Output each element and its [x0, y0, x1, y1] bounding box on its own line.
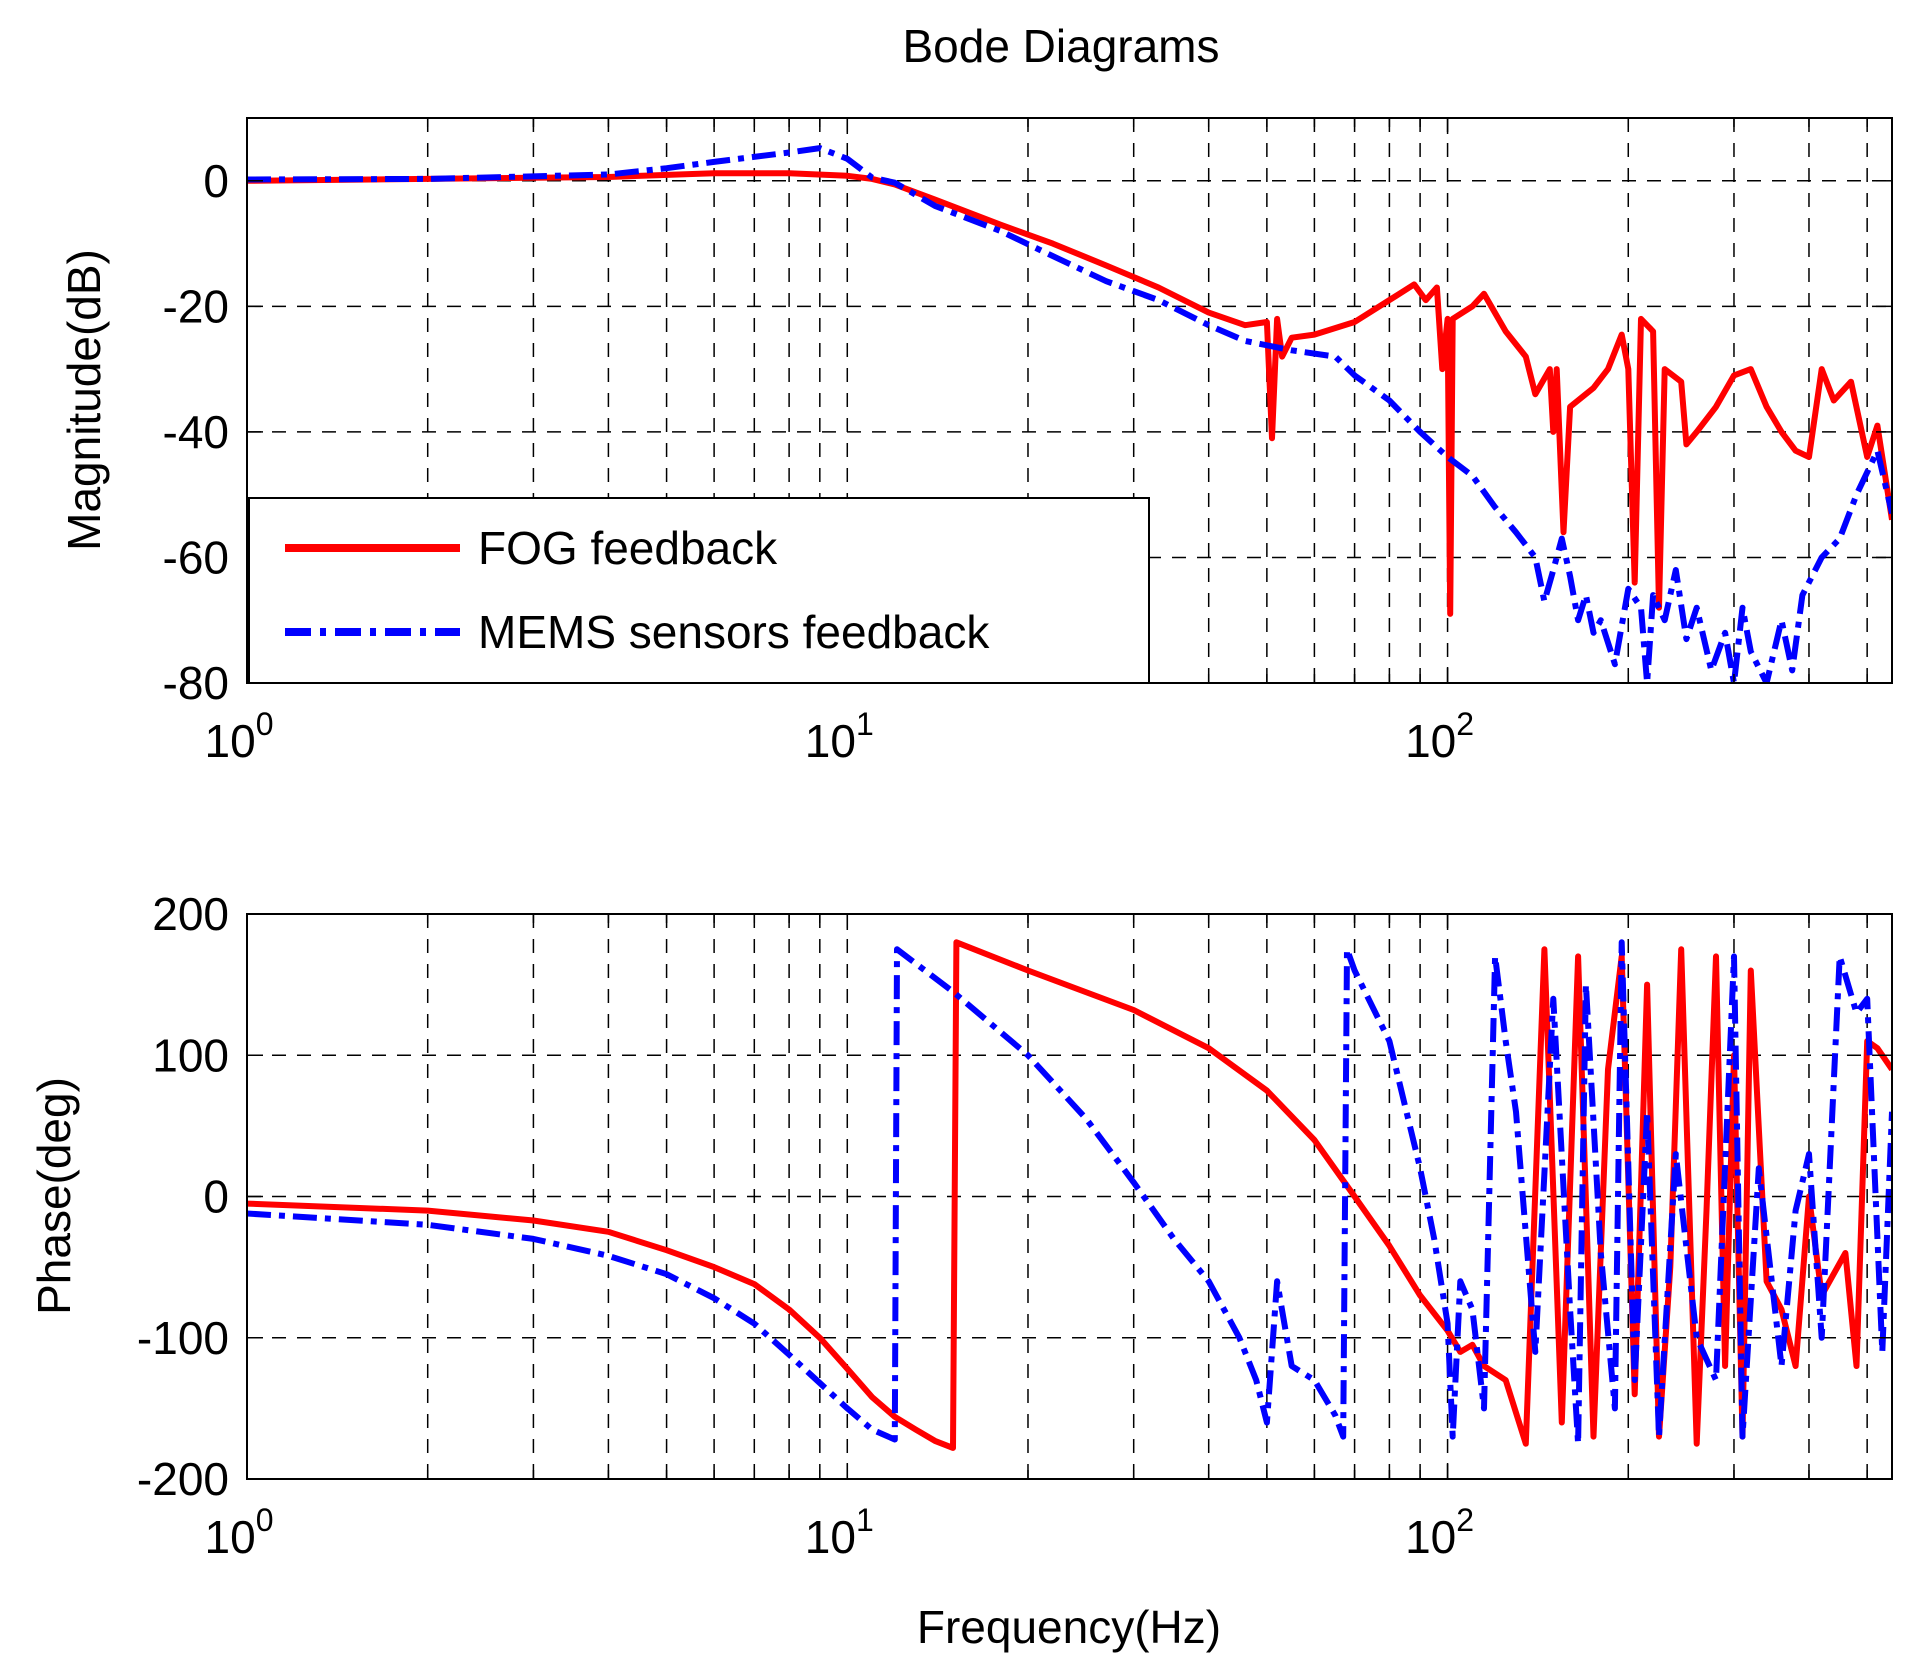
- magnitude-panel: 0 -20 -40 -60 -80 100 101 102 Magnitude(dB) FO…: [58, 117, 1893, 767]
- phase-grid: [247, 914, 1892, 1479]
- chart-title: Bode Diagrams: [902, 20, 1219, 72]
- phase-x-ticks: 100 101 102: [205, 914, 1868, 1563]
- y-tick-label: 0: [203, 155, 229, 207]
- x-tick-label: 100: [205, 706, 274, 767]
- phase-y-ticks: 200 100 0 -100 -200: [137, 888, 1892, 1505]
- magnitude-y-label: Magnitude(dB): [58, 249, 110, 551]
- mems-feedback-line: [247, 939, 1892, 1447]
- phase-series: [247, 939, 1892, 1451]
- magnitude-y-ticks: 0 -20 -40 -60 -80: [163, 155, 1892, 709]
- y-tick-label: -100: [137, 1312, 229, 1364]
- x-tick-label: 101: [805, 706, 874, 767]
- y-tick-label: 200: [152, 888, 229, 940]
- y-tick-label: -200: [137, 1453, 229, 1505]
- y-tick-label: -40: [163, 406, 229, 458]
- x-tick-label: 101: [805, 1502, 874, 1563]
- y-tick-label: 100: [152, 1029, 229, 1081]
- y-tick-label: -60: [163, 531, 229, 583]
- mems-feedback-line: [247, 145, 1892, 683]
- legend-label-fog: FOG feedback: [478, 522, 778, 574]
- y-tick-label: -20: [163, 280, 229, 332]
- legend-box: [248, 497, 1150, 684]
- legend-label-mems: MEMS sensors feedback: [478, 606, 990, 658]
- x-tick-label: 102: [1405, 706, 1474, 767]
- fog-feedback-line: [247, 939, 1892, 1451]
- y-tick-label: 0: [203, 1171, 229, 1223]
- magnitude-x-ticks: 100 101 102: [205, 118, 1868, 767]
- y-tick-label: -80: [163, 657, 229, 709]
- legend: FOG feedback MEMS sensors feedback: [248, 497, 1150, 684]
- magnitude-series: [247, 145, 1892, 683]
- x-tick-label: 102: [1405, 1502, 1474, 1563]
- phase-y-label: Phase(deg): [28, 1077, 80, 1315]
- x-tick-label: 100: [205, 1502, 274, 1563]
- phase-panel: 200 100 0 -100 -200 100 101 102 Phase(deg): [28, 888, 1893, 1563]
- fog-feedback-line: [247, 170, 1892, 617]
- x-axis-label: Frequency(Hz): [917, 1601, 1221, 1653]
